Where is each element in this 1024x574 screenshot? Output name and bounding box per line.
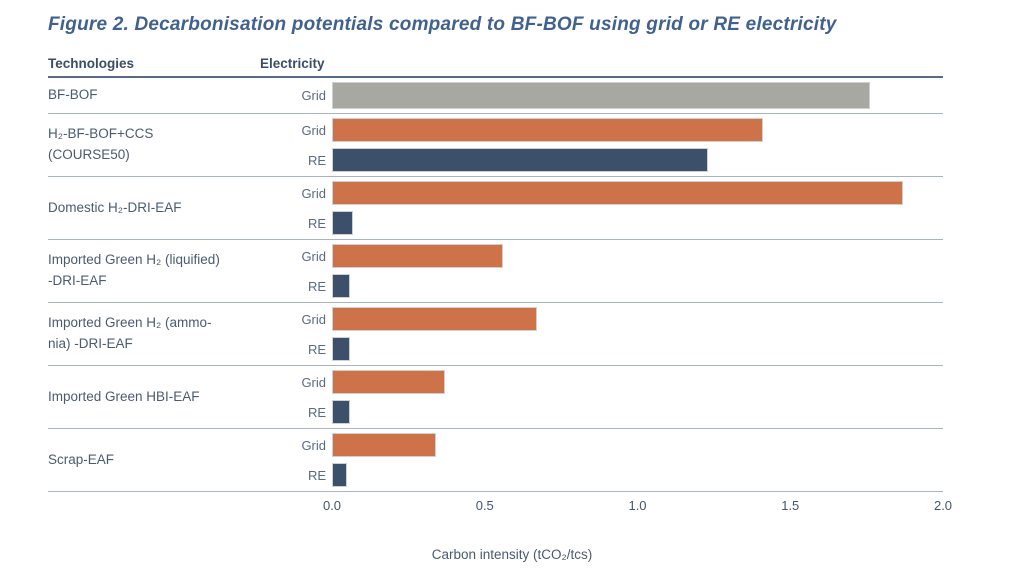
bar-re [332,274,351,298]
bar-grid [332,433,436,457]
figure-title: Figure 2. Decarbonisation potentials com… [48,14,837,35]
electricity-label: Grid [301,122,326,138]
table-header-row: Technologies Electricity [48,56,943,78]
bar-track [332,181,943,205]
technology-label: H₂-BF-BOF+CCS (COURSE50) [48,126,154,162]
technology-row: Imported Green H₂ (ammo- nia) -DRI-EAF Gr… [48,303,943,366]
electricity-label: RE [307,278,326,294]
electricity-label: RE [307,404,326,420]
bar-line: Grid [286,118,943,142]
technology-label: Imported Green H₂ (ammo- nia) -DRI-EAF [48,315,212,351]
bar-track [332,463,943,487]
bar-re [332,400,351,424]
bar-line: RE [286,211,943,235]
technology-row: Scrap-EAF Grid RE [48,429,943,492]
bar-line: RE [286,400,943,424]
bars-column: Grid [286,82,943,109]
bar-line: RE [286,463,943,487]
bar-re [332,463,348,487]
technology-row: BF-BOF Grid [48,78,943,114]
technology-label: Imported Green HBI-EAF [48,388,200,404]
technology-label: BF-BOF [48,87,98,103]
bars-column: Grid RE [286,118,943,172]
bar-grid [332,307,537,331]
x-axis-tick: 1.5 [781,498,800,513]
bar-track [332,274,943,298]
x-axis-tick: 0.0 [322,498,342,513]
bar-track [332,307,943,331]
chart-rows: BF-BOF Grid H₂-BF-BOF+CCS (COURSE50) Grid RE… [48,78,943,492]
electricity-label: RE [307,215,326,231]
technology-label: Scrap-EAF [48,451,115,467]
column-header-electricity: Electricity [260,56,325,71]
technology-row: Imported Green HBI-EAF Grid RE [48,366,943,429]
bar-track [332,370,943,394]
electricity-label: Grid [301,88,326,103]
bar-track [332,118,943,142]
bar-track [332,400,943,424]
bars-column: Grid RE [286,370,943,424]
bar-track [332,148,943,172]
electricity-label: Grid [301,311,326,327]
bar-line: Grid [286,82,943,109]
bars-column: Grid RE [286,307,943,361]
electricity-label: Grid [301,248,326,264]
bar-track [332,244,943,268]
x-axis-tick: 2.0 [933,498,953,513]
bar-line: Grid [286,244,943,268]
bar-line: Grid [286,433,943,457]
bar-grid [332,82,870,109]
technology-row: Imported Green H₂ (liquified) -DRI-EAF Gr… [48,240,943,303]
electricity-label: RE [307,152,326,168]
bar-line: RE [286,148,943,172]
electricity-label: RE [307,341,326,357]
electricity-label: Grid [301,374,326,390]
bar-track [332,337,943,361]
bar-grid [332,118,763,142]
electricity-label: Grid [301,185,326,201]
x-axis-tick: 1.0 [628,498,647,513]
bars-column: Grid RE [286,181,943,235]
bar-line: Grid [286,370,943,394]
column-header-technologies: Technologies [48,56,135,71]
bars-column: Grid RE [286,433,943,487]
bar-line: RE [286,337,943,361]
bar-grid [332,370,446,394]
electricity-label: RE [307,467,326,483]
x-axis-tick: 0.5 [475,498,494,513]
bar-re [332,337,351,361]
technology-label: Domestic H₂-DRI-EAF [48,199,182,215]
bar-track [332,82,943,109]
bar-line: Grid [286,181,943,205]
technology-row: Domestic H₂-DRI-EAF Grid RE [48,177,943,240]
bar-re [332,148,708,172]
x-axis-label: Carbon intensity (tCO₂/tcs) [431,547,593,562]
electricity-label: Grid [301,437,326,453]
technology-row: H₂-BF-BOF+CCS (COURSE50) Grid RE [48,114,943,177]
bars-column: Grid RE [286,244,943,298]
bar-grid [332,181,904,205]
x-axis: 0.0 0.5 1.0 1.5 2.0 [323,498,952,516]
bar-track [332,211,943,235]
bar-re [332,211,354,235]
bar-grid [332,244,504,268]
bar-line: Grid [286,307,943,331]
bar-line: RE [286,274,943,298]
bar-track [332,433,943,457]
technology-label: Imported Green H₂ (liquified) -DRI-EAF [48,252,220,288]
chart: Technologies Electricity BF-BOF Grid H₂-BF… [48,56,952,516]
